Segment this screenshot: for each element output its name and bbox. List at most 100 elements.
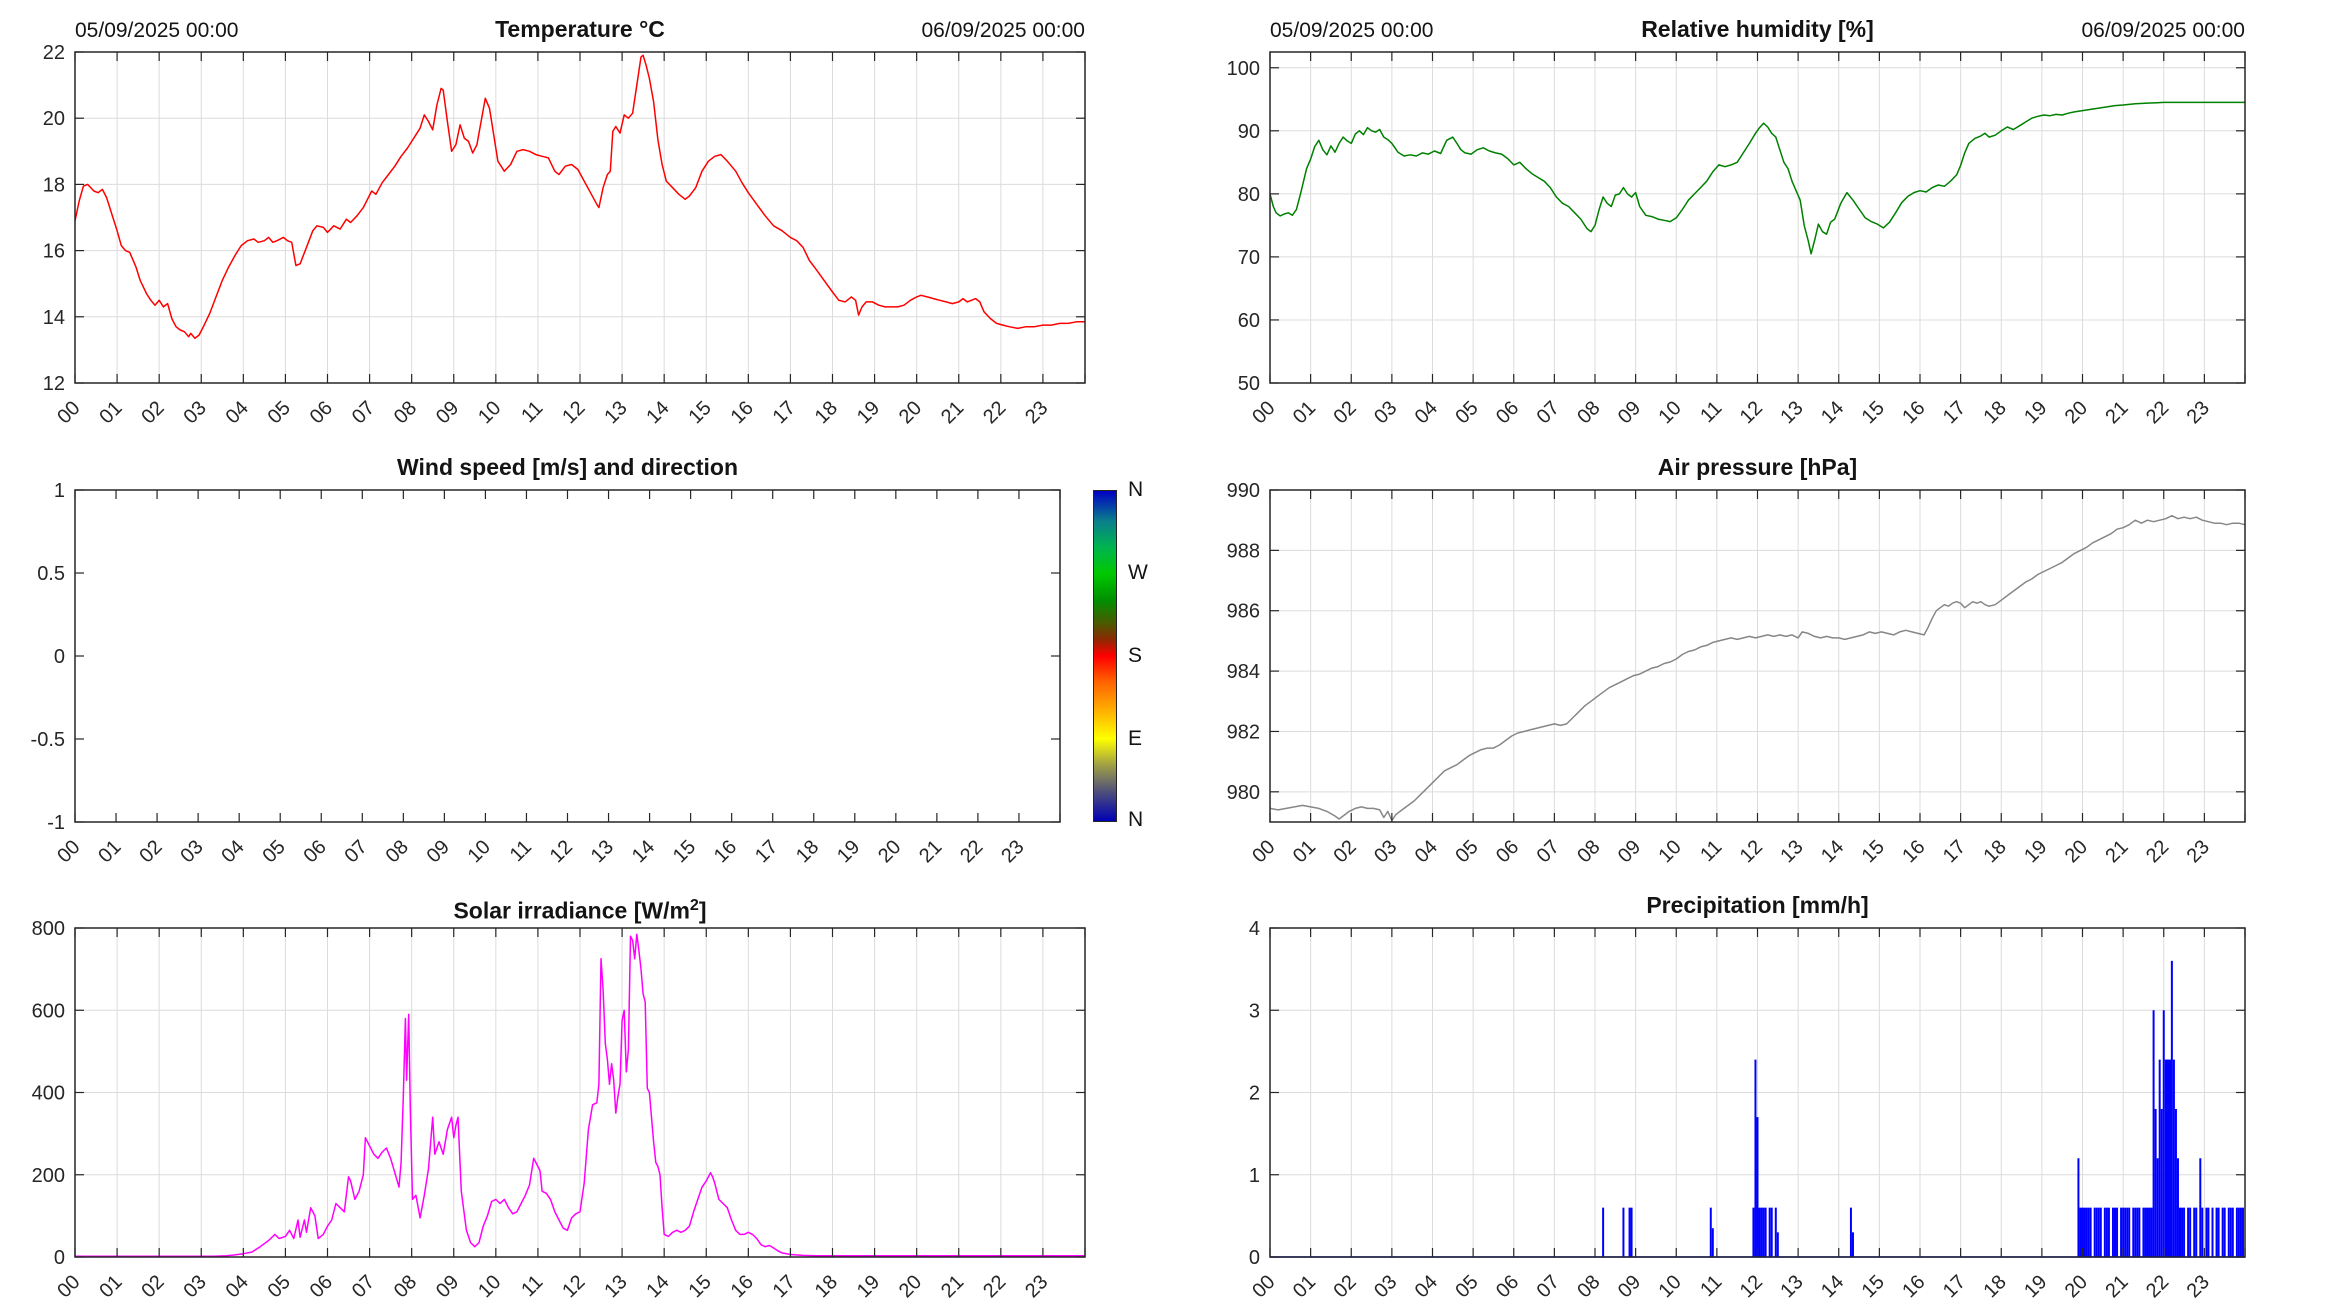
svg-text:01: 01 (1289, 1271, 1320, 1302)
svg-text:06: 06 (1492, 397, 1523, 428)
svg-text:22: 22 (979, 1271, 1010, 1302)
svg-text:11: 11 (1696, 836, 1726, 866)
svg-text:01: 01 (95, 1271, 126, 1302)
svg-text:06: 06 (299, 836, 330, 867)
svg-text:11: 11 (1696, 397, 1726, 427)
svg-text:15: 15 (1858, 836, 1889, 867)
svg-text:19: 19 (833, 836, 864, 867)
humidity-title: Relative humidity [%] (1641, 16, 1874, 42)
svg-text:20: 20 (874, 836, 905, 867)
svg-text:986: 986 (1227, 601, 1260, 623)
svg-text:11: 11 (517, 1271, 547, 1301)
svg-text:21: 21 (937, 1271, 968, 1302)
svg-text:-0.5: -0.5 (31, 729, 65, 751)
svg-text:05: 05 (1451, 836, 1482, 867)
svg-text:04: 04 (217, 836, 248, 867)
svg-text:15: 15 (1858, 397, 1889, 428)
svg-text:06: 06 (1492, 836, 1523, 867)
svg-text:06: 06 (306, 397, 337, 428)
svg-text:988: 988 (1227, 540, 1260, 562)
svg-text:00: 00 (1248, 397, 1279, 428)
svg-text:02: 02 (1329, 397, 1360, 428)
svg-text:22: 22 (956, 836, 987, 867)
solar-irradiance-xtick-labels: 00 01 02 03 04 05 06 07 08 09 10 11 12 13 14 15 16 17 18 19… (53, 1271, 1052, 1302)
svg-text:23: 23 (997, 836, 1028, 867)
svg-text:4: 4 (1249, 918, 1260, 940)
svg-text:04: 04 (1411, 836, 1442, 867)
relative-humidity-axes-box (1269, 51, 2246, 384)
svg-text:17: 17 (1939, 1271, 1970, 1302)
svg-text:07: 07 (1533, 1271, 1564, 1302)
svg-text:800: 800 (32, 918, 65, 940)
svg-text:20: 20 (895, 1271, 926, 1302)
svg-text:23: 23 (2183, 836, 2214, 867)
svg-text:22: 22 (2142, 836, 2173, 867)
svg-text:15: 15 (669, 836, 700, 867)
svg-text:05: 05 (258, 836, 289, 867)
humidity-date-end: 06/09/2025 00:00 (2081, 19, 2246, 42)
svg-text:00: 00 (53, 1271, 84, 1302)
colorbar-label-west: W (1128, 561, 1148, 584)
svg-text:16: 16 (727, 397, 758, 428)
svg-text:12: 12 (1736, 1271, 1767, 1302)
air-pressure-ytick-labels: 980 982 984 986 988 990 (1227, 480, 1260, 804)
svg-text:16: 16 (43, 241, 65, 263)
svg-text:0: 0 (1249, 1247, 1260, 1269)
svg-text:14: 14 (642, 1271, 673, 1302)
humidity-date-start: 05/09/2025 00:00 (1270, 19, 1434, 42)
svg-text:02: 02 (137, 1271, 168, 1302)
svg-text:17: 17 (1939, 836, 1970, 867)
solar-title-text: Solar irradiance [W/m (453, 897, 690, 924)
precipitation-ticks (1269, 927, 2246, 1258)
svg-text:09: 09 (423, 836, 454, 867)
svg-text:02: 02 (135, 836, 166, 867)
svg-text:08: 08 (1573, 397, 1604, 428)
svg-text:12: 12 (1736, 836, 1767, 867)
svg-text:20: 20 (2061, 397, 2092, 428)
svg-text:10: 10 (474, 1271, 505, 1302)
svg-text:13: 13 (1776, 836, 1807, 867)
colorbar-label-north-bottom: N (1128, 808, 1144, 831)
svg-text:06: 06 (306, 1271, 337, 1302)
pressure-title: Air pressure [hPa] (1657, 454, 1858, 480)
svg-text:12: 12 (1736, 397, 1767, 428)
svg-text:19: 19 (853, 397, 884, 428)
svg-text:11: 11 (1696, 1271, 1726, 1301)
temperature-axes-box (74, 51, 1086, 384)
solar-irradiance-axes-box (74, 927, 1086, 1258)
svg-text:18: 18 (792, 836, 823, 867)
svg-text:18: 18 (811, 397, 842, 428)
svg-text:00: 00 (1248, 1271, 1279, 1302)
air-pressure-series (1269, 514, 2246, 822)
relative-humidity-grid (1270, 52, 2245, 383)
svg-text:3: 3 (1249, 1000, 1260, 1022)
svg-text:03: 03 (1370, 1271, 1401, 1302)
svg-text:17: 17 (769, 397, 800, 428)
svg-text:14: 14 (1817, 836, 1848, 867)
svg-text:0: 0 (54, 1247, 65, 1269)
svg-text:09: 09 (1614, 836, 1645, 867)
svg-text:19: 19 (2020, 397, 2051, 428)
wind-title: Wind speed [m/s] and direction (397, 454, 738, 480)
svg-text:04: 04 (1411, 1271, 1442, 1302)
temperature-ytick-labels: 12 14 16 18 20 22 (43, 42, 65, 395)
svg-text:0.5: 0.5 (37, 563, 65, 585)
svg-text:20: 20 (895, 397, 926, 428)
svg-text:-1: -1 (47, 812, 65, 834)
svg-text:05: 05 (1451, 397, 1482, 428)
svg-text:02: 02 (137, 397, 168, 428)
svg-text:08: 08 (382, 836, 413, 867)
svg-text:15: 15 (684, 397, 715, 428)
svg-text:03: 03 (179, 397, 210, 428)
svg-text:08: 08 (1573, 836, 1604, 867)
svg-text:400: 400 (32, 1083, 65, 1105)
temperature-date-start: 05/09/2025 00:00 (75, 19, 239, 42)
svg-text:03: 03 (176, 836, 207, 867)
svg-text:600: 600 (32, 1000, 65, 1022)
svg-text:22: 22 (43, 42, 65, 64)
svg-text:11: 11 (506, 836, 536, 866)
svg-text:08: 08 (390, 1271, 421, 1302)
svg-text:70: 70 (1238, 247, 1260, 269)
svg-text:07: 07 (341, 836, 372, 867)
